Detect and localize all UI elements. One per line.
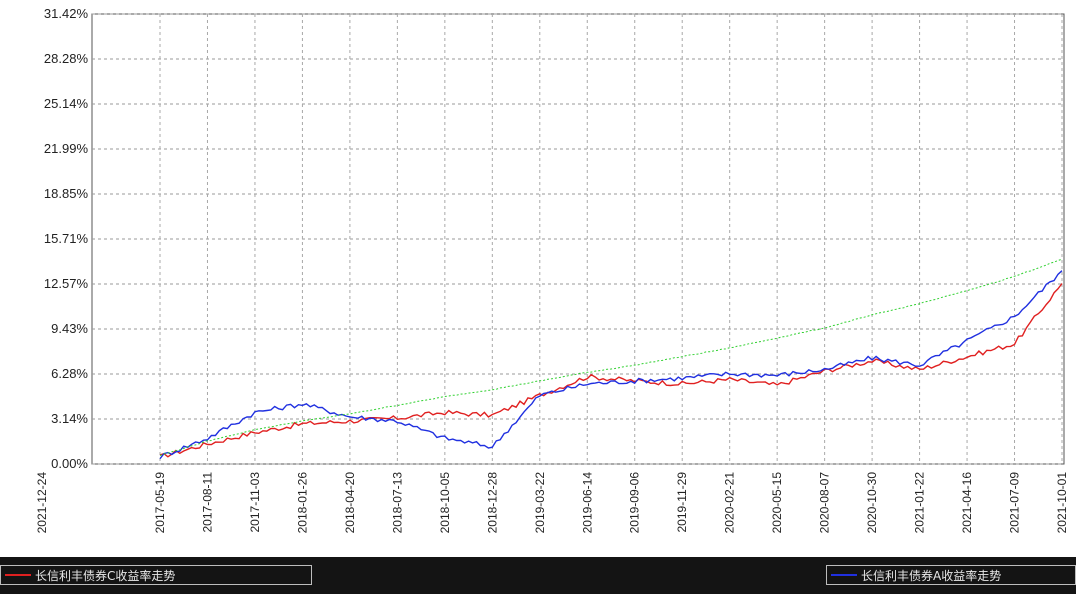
series-lines xyxy=(159,258,1063,460)
y-tick-label: 28.28% xyxy=(44,51,89,66)
legend-label: 长信利丰债券C收益率走势 xyxy=(35,568,176,583)
x-tick-label: 2019-09-06 xyxy=(628,472,642,534)
x-tick-label: 2017-05-19 xyxy=(153,472,167,534)
x-tick-label: 2020-02-21 xyxy=(723,472,737,534)
x-tick-label: 2021-07-09 xyxy=(1008,472,1022,534)
y-tick-label: 18.85% xyxy=(44,186,89,201)
x-tick-label: 2021-10-01 xyxy=(1055,472,1069,534)
x-tick-label: 2017-11-03 xyxy=(248,472,262,533)
legend-item-c-share[interactable]: 长信利丰债券C收益率走势 xyxy=(0,565,312,585)
y-tick-label: 3.14% xyxy=(51,411,88,426)
x-tick-label: 2021-04-16 xyxy=(960,472,974,534)
x-tick-label: 2017-08-11 xyxy=(200,472,214,533)
y-axis-ticks: 31.42% 28.28% 25.14% 21.99% 18.85% 15.71% 12.5… xyxy=(44,6,89,471)
grid-lines xyxy=(92,13,1064,465)
x-tick-label: 2019-03-22 xyxy=(533,472,547,534)
x-tick-label: 2021-12-24 xyxy=(35,472,49,534)
x-tick-label: 2018-07-13 xyxy=(390,472,404,534)
y-tick-label: 15.71% xyxy=(44,231,89,246)
x-tick-label: 2020-10-30 xyxy=(865,472,879,534)
x-tick-label: 2021-01-22 xyxy=(913,472,927,534)
x-tick-label: 2018-10-05 xyxy=(438,472,452,534)
legend-swatch-red xyxy=(5,574,31,576)
legend-swatch-blue xyxy=(831,574,857,576)
x-tick-label: 2020-08-07 xyxy=(818,472,832,534)
x-tick-label: 2018-04-20 xyxy=(343,472,357,534)
y-tick-label: 9.43% xyxy=(51,321,88,336)
x-axis-ticks: 2021-12-24 2017-05-19 2017-08-11 2017-11-03… xyxy=(35,472,1069,534)
x-tick-label: 2020-05-15 xyxy=(770,472,784,534)
y-tick-label: 31.42% xyxy=(44,6,89,21)
x-tick-label: 2018-01-26 xyxy=(295,472,309,534)
series-line-0 xyxy=(159,283,1063,458)
y-tick-label: 25.14% xyxy=(44,96,89,111)
y-tick-label: 0.00% xyxy=(51,456,88,471)
y-tick-label: 21.99% xyxy=(44,141,89,156)
series-line-2 xyxy=(159,258,1063,456)
y-tick-label: 6.28% xyxy=(51,366,88,381)
legend-item-a-share[interactable]: 长信利丰债券A收益率走势 xyxy=(826,565,1076,585)
series-line-1 xyxy=(159,270,1063,460)
x-tick-label: 2018-12-28 xyxy=(485,472,499,534)
y-tick-label: 12.57% xyxy=(44,276,89,291)
x-tick-label: 2019-11-29 xyxy=(675,472,689,533)
legend: 长信利丰债券C收益率走势 长信利丰债券A收益率走势 xyxy=(0,557,1076,594)
x-tick-label: 2019-06-14 xyxy=(580,472,594,534)
legend-label: 长信利丰债券A收益率走势 xyxy=(861,568,1002,583)
